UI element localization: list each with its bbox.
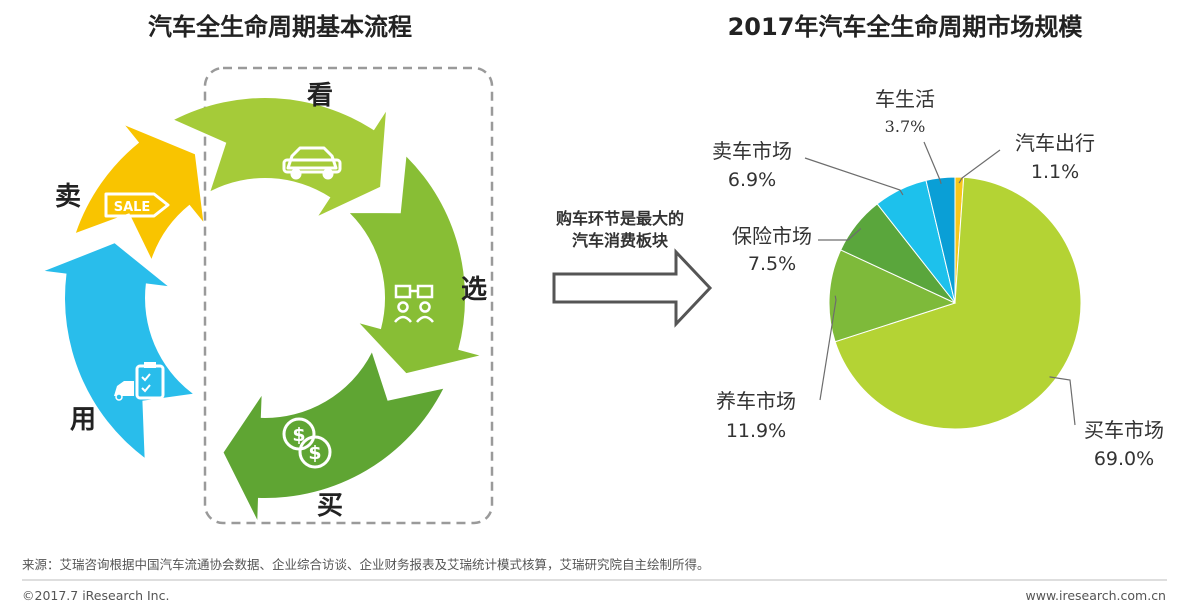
pie-label-value-3: 6.9%	[728, 169, 776, 191]
pie-label-value-4: 3.7%	[885, 117, 926, 136]
pie-leader-line-3	[804, 157, 904, 196]
car-checklist-icon	[114, 362, 165, 401]
pie-leader-line-0	[1049, 376, 1076, 426]
pie-label-name-1: 养车市场	[716, 389, 796, 413]
pie-label-name-3: 卖车市场	[712, 139, 792, 163]
stage-arrow-use	[44, 243, 193, 458]
stage-label-sell: 卖	[55, 182, 81, 212]
pie-label-name-5: 汽车出行	[1015, 131, 1095, 155]
pie-label-name-4: 车生活	[875, 87, 935, 111]
pie-chart	[828, 176, 1082, 430]
left-panel-title: 汽车全生命周期基本流程	[148, 13, 412, 41]
svg-text:$: $	[292, 424, 305, 446]
car-icon	[282, 146, 342, 180]
chart-title: 2017年汽车全生命周期市场规模	[728, 13, 1084, 41]
callout-line-1: 购车环节是最大的	[556, 209, 684, 228]
pie-leader-line-4	[923, 141, 942, 184]
pie-slice-1	[828, 249, 957, 343]
stage-arrow-look	[174, 98, 386, 216]
callout-line-2: 汽车消费板块	[572, 231, 669, 250]
stage-label-choose: 选	[461, 275, 487, 305]
pie-leader-line-1	[819, 295, 837, 401]
pie-slice-4	[925, 176, 956, 304]
stage-arrow-sell	[75, 125, 204, 259]
stage-label-buy: 买	[317, 491, 343, 521]
pie-label-value-5: 1.1%	[1031, 161, 1079, 183]
pie-label-value-1: 11.9%	[726, 420, 786, 442]
copyright: ©2017.7 iResearch Inc.	[22, 588, 169, 603]
pie-label-value-0: 69.0%	[1094, 448, 1154, 470]
pie-leader-line-5	[958, 149, 1001, 184]
stage-arrow-choose	[349, 156, 480, 374]
dashed-frame	[203, 66, 494, 525]
sale-tag-text: SALE	[114, 200, 151, 215]
stage-label-use: 用	[70, 405, 96, 435]
pie-labels: 买车市场 69.0% 养车市场 11.9% 保险市场 7.5% 卖车市场 6.9% 车生活 3.7…	[712, 87, 1164, 470]
pie-label-value-2: 7.5%	[748, 253, 796, 275]
money-icon: $ $	[282, 417, 332, 469]
pie-leader-line-2	[818, 228, 862, 241]
stage-arrow-buy	[223, 352, 444, 520]
lifecycle-cycle	[44, 98, 480, 520]
callout-arrow-icon	[552, 248, 713, 328]
sale-tag-icon: SALE	[104, 192, 170, 218]
pie-label-name-0: 买车市场	[1084, 418, 1164, 442]
pie-slice-0	[834, 176, 1082, 430]
svg-text:$: $	[308, 442, 321, 464]
people-compare-icon	[394, 284, 434, 323]
stage-label-look: 看	[307, 81, 333, 111]
source-note: 来源：艾瑞咨询根据中国汽车流通协会数据、企业综合访谈、企业财务报表及艾瑞统计模式…	[22, 557, 710, 572]
website: www.iresearch.com.cn	[1026, 588, 1167, 603]
pie-label-name-2: 保险市场	[732, 224, 812, 248]
